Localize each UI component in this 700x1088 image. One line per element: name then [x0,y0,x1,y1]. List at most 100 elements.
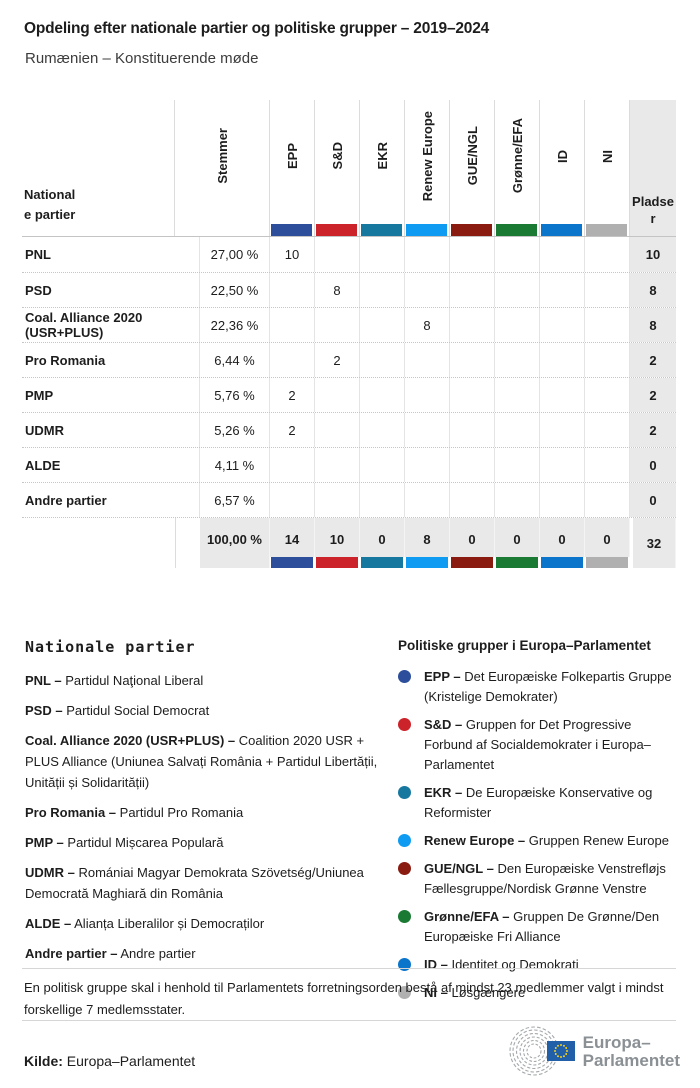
group-value-cell [270,483,315,517]
party-name-cell: PSD [22,273,200,307]
group-value-cell [270,308,315,342]
pladser-cell: 0 [630,483,676,517]
group-label: NI [599,149,615,163]
group-color-dot [398,958,411,971]
group-value-cell [270,273,315,307]
legend-party-abbr: ALDE – [25,916,72,931]
group-value-cell [495,413,540,447]
legend-group-text: Den Europæiske Venstrefløjs Fællesgruppe… [424,861,666,896]
group-value-cell [450,413,495,447]
group-color-bar [360,557,405,568]
legend-party-item: Pro Romania – Partidul Pro Romania [25,802,384,823]
group-value-cell [585,237,630,272]
group-value-cell [405,273,450,307]
group-value-cell [450,483,495,517]
legend-party-item: Andre partier – Andre partier [25,943,384,964]
group-value-cell [540,378,585,412]
legend-party-abbr: Coal. Alliance 2020 (USR+PLUS) – [25,733,236,748]
group-value-cell [360,273,405,307]
total-color-bars [270,557,630,568]
ep-logo-text: Europa– Parlamentet [583,1034,680,1070]
legend-group-item: Grønne/EFA – Gruppen De Grønne/Den Europ… [398,907,677,947]
divider [22,1020,676,1021]
group-value-cell [495,448,540,482]
group-color-bar [496,224,537,236]
legend-national-parties: Nationale partier PNL – Partidul Naţiona… [25,638,398,1011]
group-color-bar [540,557,585,568]
group-color-dot [398,862,411,875]
ep-logo-text-line: Parlamentet [582,1051,680,1070]
column-header-group: EPP [270,100,315,236]
pladser-cell: 8 [630,273,676,307]
group-value-cell [450,378,495,412]
stemmer-cell: 6,57 % [200,483,270,517]
group-value-cell [495,343,540,377]
group-value-cell [450,308,495,342]
table-row: PNL 27,00 % 10 10 [22,237,676,272]
legend-party-desc: Partidul Mișcarea Populară [67,835,224,850]
group-value-cell [540,448,585,482]
stemmer-cell: 6,44 % [200,343,270,377]
legend-party-abbr: PSD – [25,703,63,718]
column-header-group: S&D [315,100,360,236]
legend-party-desc: Partidul Pro Romania [119,805,244,820]
ep-logo-text-line: Europa– [582,1033,651,1052]
legend-group-desc: NI – Løsgængere [424,983,674,1003]
stemmer-cell: 27,00 % [200,237,270,272]
group-color-bar [541,224,582,236]
column-header-group: Grønne/EFA [495,100,540,236]
group-color-bar [405,557,450,568]
legend-party-item: UDMR – Romániai Magyar Demokrata Szövets… [25,862,384,904]
group-color-bar [270,557,315,568]
legend-group-abbr: Grønne/EFA – [424,909,510,924]
legend-group-desc: GUE/NGL – Den Europæiske Venstrefløjs Fæ… [424,859,674,899]
group-color-dot [398,834,411,847]
pladser-cell: 2 [630,378,676,412]
group-value-cell [450,343,495,377]
legend-group-text: Gruppen De Grønne/Den Europæiske Fri All… [424,909,660,944]
group-value-cell [405,237,450,272]
legend-party-desc: Romániai Magyar Demokrata Szövetség/Uniu… [25,865,364,901]
legend-group-abbr: ID – [424,957,448,972]
stemmer-cell: 100,00 % [200,518,270,568]
legend-group-desc: EKR – De Europæiske Konservative og Refo… [424,783,674,823]
legend-group-text: Løsgængere [451,985,526,1000]
party-name-cell: PNL [22,237,200,272]
group-value-cell [360,483,405,517]
legend-party-item: Coal. Alliance 2020 (USR+PLUS) – Coaliti… [25,730,384,793]
group-value-cell [360,448,405,482]
group-value-cell: 2 [270,378,315,412]
pladser-cell: 10 [630,237,676,272]
column-header-group: GUE/NGL [450,100,495,236]
legend-party-abbr: Andre partier – [25,946,118,961]
legend-group-item: GUE/NGL – Den Europæiske Venstrefløjs Fæ… [398,859,677,899]
legend-group-desc: EPP – Det Europæiske Folkepartis Gruppe … [424,667,674,707]
group-color-dot [398,670,411,683]
ep-logo-hemicycle-icon [509,1026,575,1076]
group-value-cell [270,343,315,377]
source-line: Kilde: Europa–Parlamentet [24,1053,195,1069]
legend-group-abbr: EKR – [424,785,463,800]
legend-group-item: Renew Europe – Gruppen Renew Europe [398,831,677,851]
legend-group-item: EPP – Det Europæiske Folkepartis Gruppe … [398,667,677,707]
column-header-group: NI [585,100,630,236]
group-value-cell: 8 [315,273,360,307]
group-value-cell [540,483,585,517]
legend-party-desc: Coalition 2020 USR + PLUS Alliance (Uniu… [25,733,378,790]
legend-group-text: Det Europæiske Folkepartis Gruppe (Krist… [424,669,672,704]
legend-party-abbr: Pro Romania – [25,805,117,820]
page-subtitle: Rumænien – Konstituerende møde [25,50,259,67]
group-value-cell [360,237,405,272]
group-value-cell [405,448,450,482]
pladser-cell: 32 [630,518,676,568]
group-value-cell [315,378,360,412]
pladser-cell: 8 [630,308,676,342]
legend-parties-items: PNL – Partidul Naţional Liberal PSD – Par… [25,670,384,964]
group-color-bar [585,557,630,568]
group-label: EPP [284,142,300,169]
legend-party-desc: Partidul Naţional Liberal [65,673,204,688]
group-label: GUE/NGL [464,126,480,186]
legend-party-abbr: PNL – [25,673,62,688]
group-color-bar [495,557,540,568]
